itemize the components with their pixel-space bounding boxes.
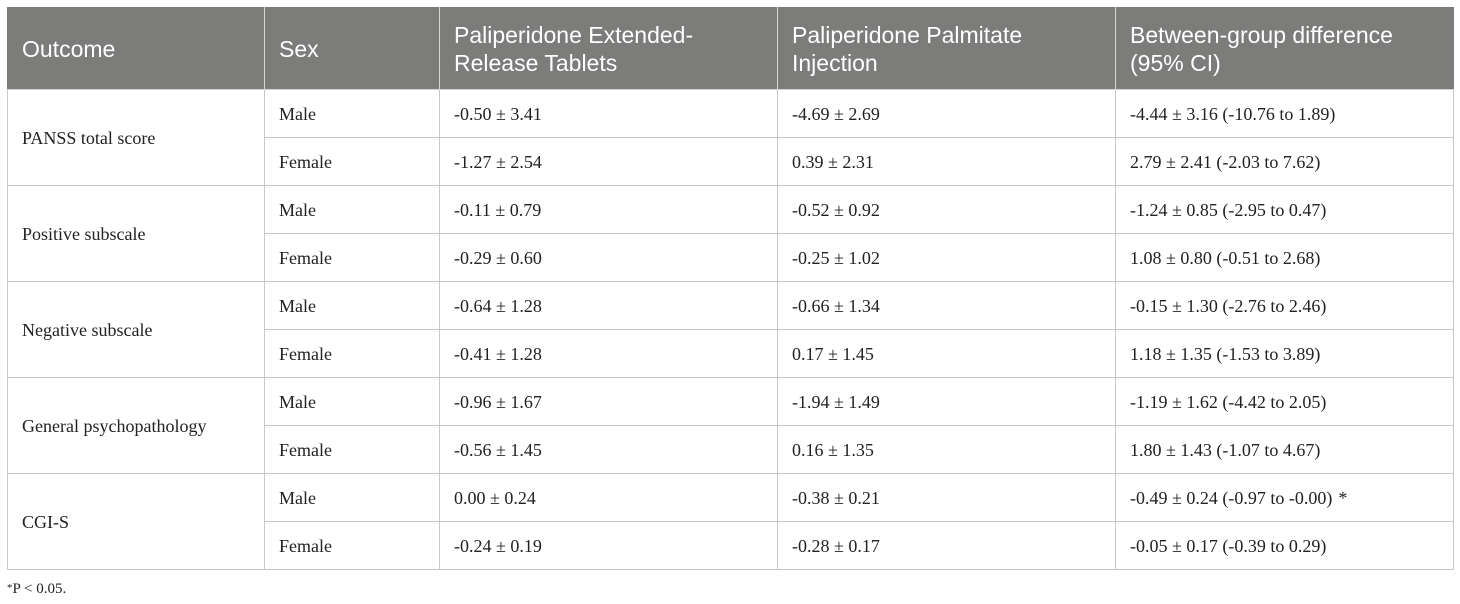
difference-cell: -4.44 ± 3.16 (-10.76 to 1.89): [1115, 89, 1454, 138]
er-tablets-cell: -0.41 ± 1.28: [439, 329, 778, 378]
er-tablets-cell: -0.24 ± 0.19: [439, 521, 778, 570]
difference-value: -0.05 ± 0.17 (-0.39 to 0.29): [1130, 535, 1327, 556]
header-row: Outcome Sex Paliperidone Extended-Releas…: [7, 7, 1454, 90]
difference-cell: -0.49 ± 0.24 (-0.97 to -0.00) *: [1115, 473, 1454, 522]
outcome-cell: PANSS total score: [7, 89, 265, 186]
sex-cell: Female: [264, 137, 440, 186]
er-tablets-cell: -0.11 ± 0.79: [439, 185, 778, 234]
er-tablets-cell: -0.29 ± 0.60: [439, 233, 778, 282]
palmitate-cell: -0.25 ± 1.02: [777, 233, 1116, 282]
difference-value: -4.44 ± 3.16 (-10.76 to 1.89): [1130, 103, 1336, 124]
table-row: Female -0.29 ± 0.60 -0.25 ± 1.02 1.08 ± 0.8…: [8, 233, 1454, 282]
header-er-tablets: Paliperidone Extended-Release Tablets: [439, 7, 778, 90]
palmitate-cell: -0.38 ± 0.21: [777, 473, 1116, 522]
difference-value: -0.49 ± 0.24 (-0.97 to -0.00): [1130, 487, 1333, 508]
results-table: Outcome Sex Paliperidone Extended-Releas…: [7, 7, 1454, 570]
table-row: Negative subscale Male -0.64 ± 1.28 -0.66 ±…: [7, 281, 1454, 378]
er-tablets-cell: -1.27 ± 2.54: [439, 137, 778, 186]
table-row: Female -1.27 ± 2.54 0.39 ± 2.31 2.79 ± 2.41…: [8, 137, 1454, 186]
palmitate-cell: -0.52 ± 0.92: [777, 185, 1116, 234]
footnote-symbol: *: [7, 582, 13, 594]
table-row: Female -0.24 ± 0.19 -0.28 ± 0.17 -0.05 ± 0.…: [8, 521, 1454, 570]
difference-cell: 1.18 ± 1.35 (-1.53 to 3.89): [1115, 329, 1454, 378]
palmitate-cell: 0.16 ± 1.35: [777, 425, 1116, 474]
table-header: Outcome Sex Paliperidone Extended-Releas…: [7, 7, 1454, 90]
sex-cell: Male: [264, 89, 440, 138]
difference-cell: -1.24 ± 0.85 (-2.95 to 0.47): [1115, 185, 1454, 234]
table-row: CGI-S Male 0.00 ± 0.24 -0.38 ± 0.21 -0.49 ± …: [7, 473, 1454, 570]
palmitate-cell: -1.94 ± 1.49: [777, 377, 1116, 426]
palmitate-cell: 0.17 ± 1.45: [777, 329, 1116, 378]
table-body: PANSS total score Male -0.50 ± 3.41 -4.69 ±…: [7, 89, 1454, 570]
footnote-text: P < 0.05.: [12, 581, 67, 597]
difference-value: 1.08 ± 0.80 (-0.51 to 2.68): [1130, 247, 1321, 268]
table-row: Female -0.56 ± 1.45 0.16 ± 1.35 1.80 ± 1.43…: [8, 425, 1454, 474]
er-tablets-cell: -0.96 ± 1.67: [439, 377, 778, 426]
difference-cell: 1.80 ± 1.43 (-1.07 to 4.67): [1115, 425, 1454, 474]
sex-cell: Male: [264, 377, 440, 426]
er-tablets-cell: -0.64 ± 1.28: [439, 281, 778, 330]
header-palmitate: Paliperidone Palmitate Injection: [777, 7, 1116, 90]
sex-cell: Male: [264, 281, 440, 330]
outcome-cell: Positive subscale: [7, 185, 265, 282]
table-row: Positive subscale Male -0.11 ± 0.79 -0.52 ±…: [7, 185, 1454, 282]
palmitate-cell: -0.28 ± 0.17: [777, 521, 1116, 570]
difference-value: 2.79 ± 2.41 (-2.03 to 7.62): [1130, 151, 1321, 172]
sex-cell: Female: [264, 329, 440, 378]
sex-cell: Female: [264, 521, 440, 570]
table-row: Female -0.41 ± 1.28 0.17 ± 1.45 1.18 ± 1.35…: [8, 329, 1454, 378]
palmitate-cell: 0.39 ± 2.31: [777, 137, 1116, 186]
difference-value: 1.80 ± 1.43 (-1.07 to 4.67): [1130, 439, 1321, 460]
difference-cell: 2.79 ± 2.41 (-2.03 to 7.62): [1115, 137, 1454, 186]
palmitate-cell: -4.69 ± 2.69: [777, 89, 1116, 138]
table-row: General psychopathology Male -0.96 ± 1.67-…: [7, 377, 1454, 474]
difference-value: -1.24 ± 0.85 (-2.95 to 0.47): [1130, 199, 1327, 220]
results-table-container: Outcome Sex Paliperidone Extended-Releas…: [7, 7, 1454, 570]
header-sex: Sex: [264, 7, 440, 90]
er-tablets-cell: -0.50 ± 3.41: [439, 89, 778, 138]
difference-cell: 1.08 ± 0.80 (-0.51 to 2.68): [1115, 233, 1454, 282]
er-tablets-cell: 0.00 ± 0.24: [439, 473, 778, 522]
significance-mark: *: [1338, 487, 1348, 508]
sex-cell: Female: [264, 425, 440, 474]
header-difference: Between-group difference (95% CI): [1115, 7, 1454, 90]
outcome-cell: CGI-S: [7, 473, 265, 570]
difference-cell: -1.19 ± 1.62 (-4.42 to 2.05): [1115, 377, 1454, 426]
difference-cell: -0.05 ± 0.17 (-0.39 to 0.29): [1115, 521, 1454, 570]
sex-cell: Female: [264, 233, 440, 282]
er-tablets-cell: -0.56 ± 1.45: [439, 425, 778, 474]
table-row: PANSS total score Male -0.50 ± 3.41 -4.69 ±…: [7, 89, 1454, 186]
footnote: *P < 0.05.: [7, 580, 66, 598]
difference-value: 1.18 ± 1.35 (-1.53 to 3.89): [1130, 343, 1321, 364]
sex-cell: Male: [264, 185, 440, 234]
outcome-cell: Negative subscale: [7, 281, 265, 378]
outcome-cell: General psychopathology: [7, 377, 265, 474]
difference-cell: -0.15 ± 1.30 (-2.76 to 2.46): [1115, 281, 1454, 330]
sex-cell: Male: [264, 473, 440, 522]
header-outcome: Outcome: [7, 7, 265, 90]
palmitate-cell: -0.66 ± 1.34: [777, 281, 1116, 330]
difference-value: -0.15 ± 1.30 (-2.76 to 2.46): [1130, 295, 1327, 316]
difference-value: -1.19 ± 1.62 (-4.42 to 2.05): [1130, 391, 1327, 412]
